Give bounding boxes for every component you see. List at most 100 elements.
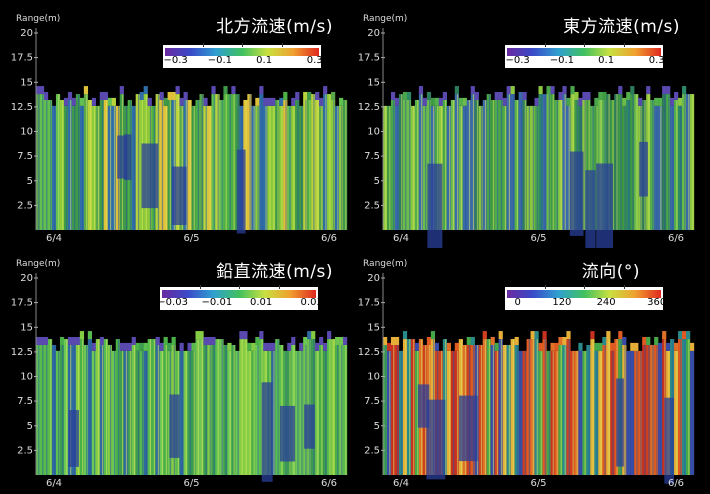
- heatmap-stripe: [197, 99, 199, 230]
- heatmap-column: [247, 350, 252, 475]
- heatmap-stripe: [660, 350, 662, 475]
- colorbar-marker: [278, 285, 280, 289]
- heatmap-column: [514, 99, 519, 230]
- heatmap-stripe: [488, 339, 491, 475]
- heatmap-column: [83, 344, 89, 475]
- colorbar-tick-label: 120: [552, 297, 572, 308]
- surface-cell: [490, 336, 495, 345]
- heatmap-column: [570, 350, 575, 475]
- surface-cell: [674, 91, 679, 100]
- heatmap-column: [422, 105, 428, 230]
- heatmap-stripe: [149, 339, 152, 475]
- heatmap-stripe: [345, 99, 347, 230]
- heatmap-stripe: [145, 350, 148, 475]
- surface-cell: [139, 342, 144, 351]
- colorbar-marker: [584, 43, 585, 47]
- surface-cell: [562, 86, 567, 95]
- heatmap-stripe: [504, 344, 507, 475]
- surface-cell: [510, 86, 515, 95]
- heatmap-column: [674, 350, 679, 475]
- heatmap-stripe: [201, 94, 203, 230]
- heatmap-column: [418, 94, 424, 230]
- heatmap-stripe: [508, 94, 510, 230]
- y-tick-label: 20: [20, 28, 33, 39]
- heatmap-column: [71, 105, 77, 230]
- heatmap-stripe: [488, 94, 491, 230]
- heatmap-column: [107, 344, 112, 475]
- surface-cell: [530, 331, 535, 340]
- heatmap-column: [67, 99, 73, 230]
- surface-cell: [554, 342, 559, 351]
- heatmap-stripe: [397, 344, 399, 475]
- heatmap-stripe: [277, 99, 279, 230]
- heatmap-column: [502, 105, 507, 230]
- heatmap-stripe: [448, 105, 451, 230]
- heatmap-column: [331, 99, 336, 230]
- surface-cell: [534, 331, 539, 340]
- heatmap-stripe: [161, 350, 163, 475]
- surface-cell: [402, 91, 408, 100]
- surface-cell: [299, 342, 304, 351]
- heatmap-column: [590, 339, 595, 475]
- heatmap-column: [223, 94, 228, 230]
- heatmap-column: [442, 99, 447, 230]
- heatmap-column: [514, 344, 519, 475]
- heatmap-stripe: [341, 105, 343, 230]
- y-tick-label: 10: [367, 127, 380, 138]
- heatmap-column: [135, 350, 140, 475]
- heatmap-stripe: [74, 105, 76, 230]
- surface-cell: [630, 86, 635, 95]
- surface-cell: [91, 342, 97, 351]
- surface-cell: [263, 342, 268, 351]
- x-tick-label: 6/4: [393, 233, 409, 244]
- heatmap-column: [530, 105, 535, 230]
- heatmap-column: [43, 99, 49, 230]
- heatmap-stripe: [213, 94, 215, 230]
- heatmap-column: [466, 99, 471, 230]
- heatmap-column: [215, 339, 220, 475]
- surface-cell: [267, 97, 272, 106]
- heatmap-stripe: [82, 105, 84, 230]
- heatmap-column: [686, 339, 691, 475]
- colorbar-tick-label: −0.3: [163, 55, 188, 66]
- heatmap-column: [71, 344, 77, 475]
- low-value-band: [236, 149, 246, 234]
- heatmap-stripe: [90, 99, 92, 230]
- surface-cell: [482, 331, 487, 340]
- heatmap-stripe: [213, 344, 215, 475]
- y-tick-label: 17.5: [358, 298, 380, 309]
- heatmap-stripe: [78, 94, 80, 230]
- heatmap-column: [91, 350, 97, 475]
- heatmap-column: [482, 339, 487, 475]
- heatmap-stripe: [58, 94, 60, 230]
- heatmap-column: [99, 344, 104, 475]
- surface-cell: [454, 86, 459, 95]
- heatmap-stripe: [480, 344, 483, 475]
- y-tick-label: 5: [27, 176, 33, 187]
- heatmap-column: [135, 94, 140, 230]
- heatmap-column: [538, 94, 543, 230]
- heatmap-column: [207, 105, 212, 230]
- heatmap-stripe: [401, 350, 403, 475]
- heatmap-column: [462, 105, 467, 230]
- east-velocity-heatmap: 20 17.5 15 12.5 10 7.5 5 2.5 6/4 6/5 6/6: [358, 28, 695, 248]
- heatmap-column: [311, 94, 316, 230]
- heatmap-stripe: [385, 105, 387, 230]
- heatmap-stripe: [500, 339, 503, 475]
- heatmap-stripe: [165, 105, 167, 230]
- heatmap-stripe: [229, 94, 231, 230]
- heatmap-column: [47, 339, 53, 475]
- heatmap-stripe: [205, 344, 207, 475]
- surface-cell: [99, 336, 104, 345]
- heatmap-stripe: [253, 105, 255, 230]
- heatmap-stripe: [193, 105, 195, 230]
- heatmap-stripe: [425, 105, 427, 230]
- y-tick-label: 2.5: [17, 200, 33, 211]
- surface-cell: [618, 86, 623, 95]
- heatmap-stripe: [588, 344, 590, 475]
- surface-cell: [654, 97, 659, 106]
- heatmap-stripe: [337, 344, 339, 475]
- heatmap-column: [542, 339, 547, 475]
- heatmap-column: [662, 94, 667, 230]
- heatmap-column: [271, 105, 276, 230]
